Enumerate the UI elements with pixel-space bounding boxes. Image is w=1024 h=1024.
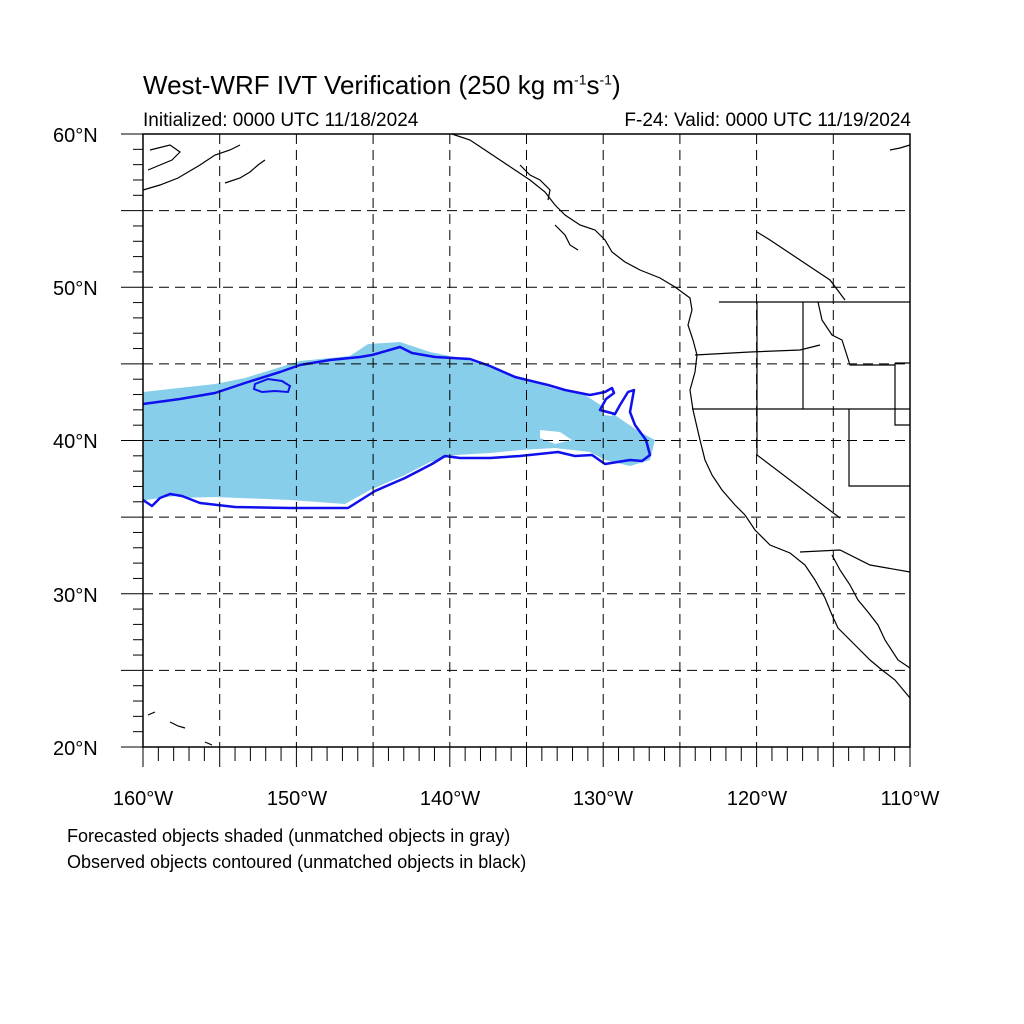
valid-time-label: F-24: Valid: 0000 UTC 11/19/2024: [624, 110, 911, 131]
coastlines: [142, 133, 911, 746]
lat-label: 30°N: [53, 585, 98, 607]
map-title: West-WRF IVT Verification (250 kg m-1s-1…: [143, 70, 621, 100]
forecast-note: Forecasted objects shaded (unmatched obj…: [67, 826, 511, 846]
lon-label: 150°W: [267, 788, 327, 810]
lon-label: 120°W: [727, 788, 787, 810]
lon-label: 140°W: [420, 788, 480, 810]
axis-ticks: [121, 133, 911, 767]
graticule: [143, 134, 910, 747]
lat-label: 20°N: [53, 738, 98, 760]
lat-labels: 60°N 50°N 40°N 30°N 20°N: [53, 125, 98, 760]
lon-label: 130°W: [573, 788, 633, 810]
observed-note: Observed objects contoured (unmatched ob…: [67, 852, 527, 872]
lon-label: 110°W: [881, 788, 940, 810]
lat-label: 60°N: [53, 125, 98, 147]
lat-label: 50°N: [53, 278, 98, 300]
observed-object-contour: [142, 345, 652, 510]
init-time-label: Initialized: 0000 UTC 11/18/2024: [143, 110, 419, 131]
lon-label: 160°W: [113, 788, 173, 810]
lon-labels: 160°W 150°W 140°W 130°W 120°W 110°W: [113, 788, 940, 810]
lat-label: 40°N: [53, 431, 98, 453]
